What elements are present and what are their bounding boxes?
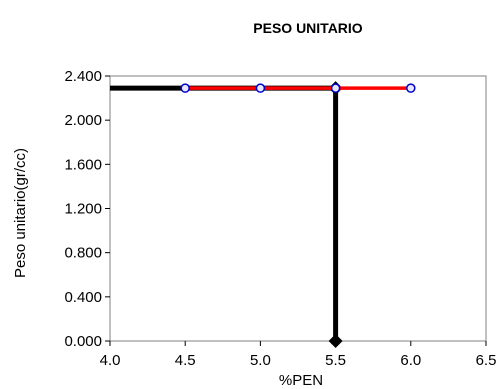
series-layer [180,83,416,93]
data-point [180,83,190,93]
reference-marker-bottom [328,334,343,348]
data-point [330,83,341,93]
x-tick-label: 5.5 [325,352,346,369]
x-tick-label: 4.0 [100,352,121,369]
y-tick-label: 0.800 [64,245,102,262]
x-tick-label: 6.5 [476,352,497,369]
plot-area [109,75,487,342]
reference-lines [110,81,343,348]
x-tick-label: 5.0 [250,352,271,369]
y-axis-label: Peso unitario(gr/cc) [12,148,29,278]
y-tick-label: 1.200 [64,201,102,218]
x-axis: 4.0 4.5 5.0 5.5 6.0 6.5 [100,341,497,369]
data-point [406,83,416,93]
y-axis: 0.000 0.400 0.800 1.200 1.600 2.000 2.400 [64,68,110,350]
data-point [255,83,266,93]
y-tick-label: 0.400 [64,289,102,306]
x-tick-label: 4.5 [175,352,196,369]
chart-title: PESO UNITARIO [253,20,363,36]
y-tick-label: 1.600 [64,156,102,173]
y-tick-label: 2.000 [64,112,102,129]
y-tick-label: 0.000 [64,333,102,350]
plot-border [109,75,487,342]
y-tick-label: 2.400 [64,68,102,85]
x-axis-label: %PEN [279,372,323,389]
x-tick-label: 6.0 [400,352,421,369]
